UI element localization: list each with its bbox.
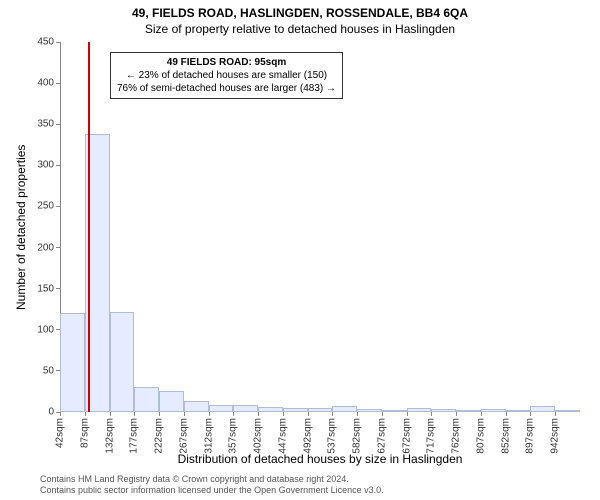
hist-bar <box>382 410 407 412</box>
x-tick-mark <box>530 412 531 416</box>
y-tick-label: 450 <box>37 37 54 48</box>
hist-bar <box>233 405 258 412</box>
y-tick-mark <box>56 370 60 371</box>
y-tick-label: 200 <box>37 242 54 253</box>
x-tick-mark <box>85 412 86 416</box>
y-tick-label: 0 <box>48 407 54 418</box>
x-tick-mark <box>60 412 61 416</box>
title-address: 49, FIELDS ROAD, HASLINGDEN, ROSSENDALE,… <box>0 6 600 20</box>
y-tick-label: 250 <box>37 201 54 212</box>
x-tick-label: 582sqm <box>352 418 363 454</box>
y-tick-label: 300 <box>37 160 54 171</box>
hist-bar <box>481 409 506 412</box>
footer-attribution: Contains HM Land Registry data © Crown c… <box>40 474 590 496</box>
footer-line-2: Contains public sector information licen… <box>40 485 590 496</box>
x-tick-mark <box>431 412 432 416</box>
x-tick-label: 177sqm <box>129 418 140 454</box>
x-tick-label: 357sqm <box>228 418 239 454</box>
hist-bar <box>159 391 184 412</box>
annotation-callout: 49 FIELDS ROAD: 95sqm← 23% of detached h… <box>110 52 343 99</box>
x-tick-label: 942sqm <box>550 418 561 454</box>
x-tick-label: 312sqm <box>203 418 214 454</box>
hist-bar <box>506 410 531 412</box>
hist-bar <box>60 313 85 412</box>
x-tick-mark <box>159 412 160 416</box>
root: 49, FIELDS ROAD, HASLINGDEN, ROSSENDALE,… <box>0 0 600 500</box>
y-tick-mark <box>56 42 60 43</box>
hist-bar <box>332 406 357 412</box>
y-tick-mark <box>56 83 60 84</box>
x-tick-mark <box>233 412 234 416</box>
x-tick-mark <box>184 412 185 416</box>
hist-bar <box>209 405 234 412</box>
footer-line-1: Contains HM Land Registry data © Crown c… <box>40 474 590 485</box>
hist-bar <box>456 410 481 412</box>
hist-bar <box>134 387 159 412</box>
y-tick-mark <box>56 288 60 289</box>
x-tick-label: 87sqm <box>79 418 90 448</box>
hist-bar <box>110 312 135 412</box>
y-tick-mark <box>56 206 60 207</box>
x-tick-label: 897sqm <box>525 418 536 454</box>
x-tick-mark <box>308 412 309 416</box>
hist-bar <box>357 409 382 412</box>
x-tick-label: 537sqm <box>327 418 338 454</box>
x-tick-mark <box>506 412 507 416</box>
y-tick-mark <box>56 247 60 248</box>
x-tick-label: 717sqm <box>426 418 437 454</box>
y-tick-mark <box>56 165 60 166</box>
x-tick-mark <box>258 412 259 416</box>
y-tick-label: 100 <box>37 324 54 335</box>
x-tick-mark <box>456 412 457 416</box>
hist-bar <box>407 408 432 412</box>
x-tick-label: 267sqm <box>178 418 189 454</box>
x-tick-mark <box>555 412 556 416</box>
hist-bar <box>530 406 555 412</box>
annotation-line: 76% of semi-detached houses are larger (… <box>117 82 336 95</box>
x-tick-label: 492sqm <box>302 418 313 454</box>
y-tick-mark <box>56 124 60 125</box>
x-tick-mark <box>283 412 284 416</box>
x-tick-label: 447sqm <box>277 418 288 454</box>
x-tick-mark <box>209 412 210 416</box>
x-tick-label: 672sqm <box>401 418 412 454</box>
hist-bar <box>555 410 580 412</box>
x-tick-mark <box>332 412 333 416</box>
x-axis-label: Distribution of detached houses by size … <box>60 452 580 466</box>
x-tick-mark <box>110 412 111 416</box>
annotation-line: ← 23% of detached houses are smaller (15… <box>117 69 336 82</box>
marker-line <box>88 42 90 412</box>
hist-bar <box>258 407 283 412</box>
title-subtitle: Size of property relative to detached ho… <box>0 22 600 36</box>
x-tick-label: 852sqm <box>500 418 511 454</box>
y-tick-mark <box>56 329 60 330</box>
y-tick-label: 50 <box>43 365 54 376</box>
x-tick-label: 402sqm <box>253 418 264 454</box>
hist-bar <box>184 401 209 412</box>
hist-bar <box>308 408 333 412</box>
hist-bar <box>431 409 456 412</box>
y-tick-label: 350 <box>37 119 54 130</box>
hist-bar <box>283 408 308 412</box>
x-tick-mark <box>481 412 482 416</box>
annotation-line: 49 FIELDS ROAD: 95sqm <box>117 56 336 69</box>
x-tick-label: 42sqm <box>55 418 66 448</box>
x-tick-mark <box>407 412 408 416</box>
x-tick-mark <box>134 412 135 416</box>
y-axis-label: Number of detached properties <box>14 42 28 412</box>
y-tick-label: 150 <box>37 283 54 294</box>
x-tick-label: 222sqm <box>154 418 165 454</box>
x-tick-label: 132sqm <box>104 418 115 454</box>
x-tick-label: 762sqm <box>451 418 462 454</box>
y-tick-label: 400 <box>37 78 54 89</box>
x-tick-mark <box>382 412 383 416</box>
x-tick-label: 627sqm <box>376 418 387 454</box>
x-tick-mark <box>357 412 358 416</box>
x-tick-label: 807sqm <box>475 418 486 454</box>
